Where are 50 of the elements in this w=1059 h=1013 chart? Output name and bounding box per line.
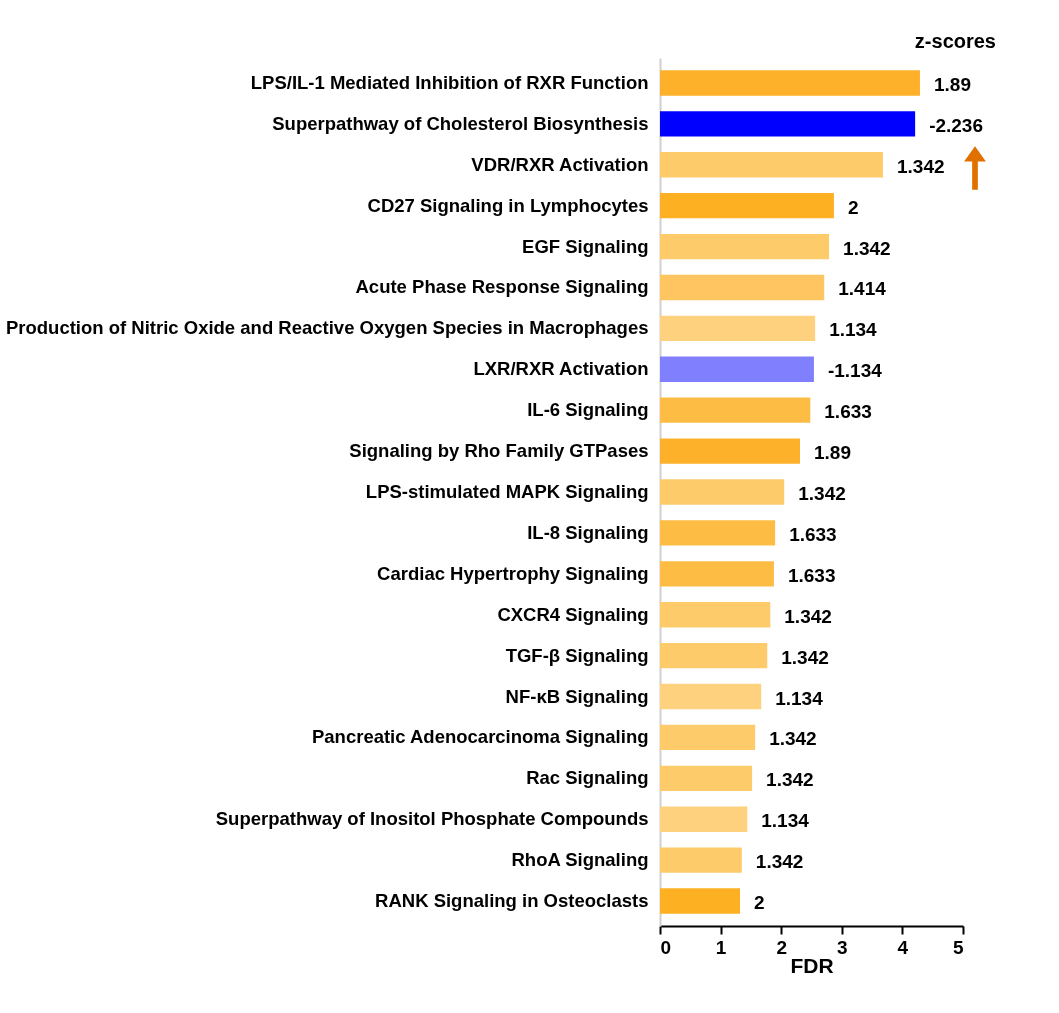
x-tick-label: 1: [715, 936, 727, 958]
annotation: 1.134: [775, 687, 824, 709]
annotation: 1.633: [789, 523, 837, 545]
y-tick-label: Superpathway of Cholesterol Biosynthesis: [272, 112, 649, 134]
x-axis-title: FDR: [790, 953, 834, 977]
y-tick-label: RANK Signaling in Osteoclasts: [375, 890, 649, 912]
y-tick-label: Acute Phase Response Signaling: [355, 276, 649, 298]
x-tick-label: 2: [776, 936, 787, 958]
annotation: 1.342: [766, 769, 814, 791]
annotation: 1.134: [761, 810, 810, 832]
y-tick-label: RhoA Signaling: [511, 849, 649, 871]
annotation: 1.414: [838, 278, 887, 300]
y-tick-label: CD27 Signaling in Lymphocytes: [367, 194, 649, 216]
annotation: 2: [753, 892, 765, 914]
annotation: 1.342: [843, 237, 891, 259]
annotation: 1.89: [933, 73, 971, 95]
y-tick-label: EGF Signaling: [522, 235, 649, 257]
y-tick-label: IL-8 Signaling: [527, 521, 649, 543]
x-tick-label: 5: [952, 936, 964, 958]
annotation: 1.342: [781, 646, 829, 668]
annotation: 1.342: [769, 728, 817, 750]
annotation: -1.134: [827, 360, 883, 382]
annotation: 1.633: [787, 564, 836, 586]
y-tick-label: LPS/IL-1 Mediated Inhibition of RXR Function: [250, 71, 649, 93]
y-tick-label: CXCR4 Signaling: [497, 603, 649, 625]
y-tick-label: LXR/RXR Activation: [473, 358, 649, 380]
annotation: 1.342: [755, 851, 804, 873]
text: z-scores: [914, 30, 996, 52]
y-tick-label: TGF-β Signaling: [505, 644, 649, 666]
annotation: 1.134: [829, 319, 878, 341]
y-tick-label: NF-κB Signaling: [505, 685, 649, 707]
y-tick-label: Superpathway of Inositol Phosphate Compounds: [215, 808, 649, 830]
y-tick-label: Rac Signaling: [526, 767, 649, 789]
annotation: 2: [847, 196, 859, 218]
x-tick-label: 4: [897, 936, 909, 958]
y-tick-label: Pancreatic Adenocarcinoma Signaling: [311, 726, 649, 748]
y-tick-label: Cardiac Hypertrophy Signaling: [377, 562, 649, 584]
x-tick-label: 3: [837, 936, 848, 958]
y-tick-label: Signaling by Rho Family GTPases: [349, 440, 649, 462]
y-tick-label: LPS-stimulated MAPK Signaling: [365, 481, 649, 502]
y-tick-label: VDR/RXR Activation: [471, 153, 649, 175]
annotation: -2.236: [929, 114, 983, 136]
annotation: 1.342: [798, 483, 846, 504]
annotation: 1.342: [897, 155, 945, 177]
annotation: 1.342: [784, 605, 832, 627]
x-tick-label: 0: [660, 936, 672, 958]
y-tick-label: Production of Nitric Oxide and Reactive Oxygen Species in Macrophages: [5, 317, 649, 339]
annotation: 1.633: [824, 401, 872, 423]
annotation: 1.89: [813, 442, 851, 464]
y-tick-label: IL-6 Signaling: [527, 399, 649, 421]
